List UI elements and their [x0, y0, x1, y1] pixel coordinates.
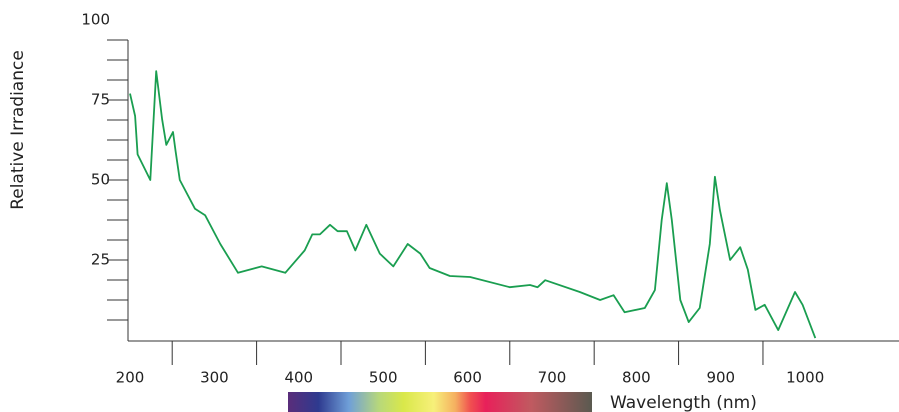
x-axis-label: Wavelength (nm) — [610, 393, 757, 412]
x-tick-label: 500 — [369, 369, 398, 387]
x-tick-label: 600 — [453, 369, 482, 387]
y-tick-label: 75 — [91, 91, 110, 109]
spectrum-line — [129, 70, 817, 339]
spectrum-bar — [288, 392, 592, 412]
y-tick-label: 100 — [81, 11, 110, 29]
y-tick-label: 50 — [91, 171, 110, 189]
x-tick-label: 1000 — [786, 369, 824, 387]
y-axis-label: Relative Irradiance — [8, 50, 28, 210]
x-tick-label: 800 — [622, 369, 651, 387]
x-tick-label: 700 — [538, 369, 567, 387]
x-tick-label: 900 — [706, 369, 735, 387]
y-tick-label: 25 — [91, 251, 110, 269]
x-tick-label: 400 — [284, 369, 313, 387]
x-tick-label: 200 — [116, 369, 145, 387]
x-tick-label: 300 — [200, 369, 229, 387]
